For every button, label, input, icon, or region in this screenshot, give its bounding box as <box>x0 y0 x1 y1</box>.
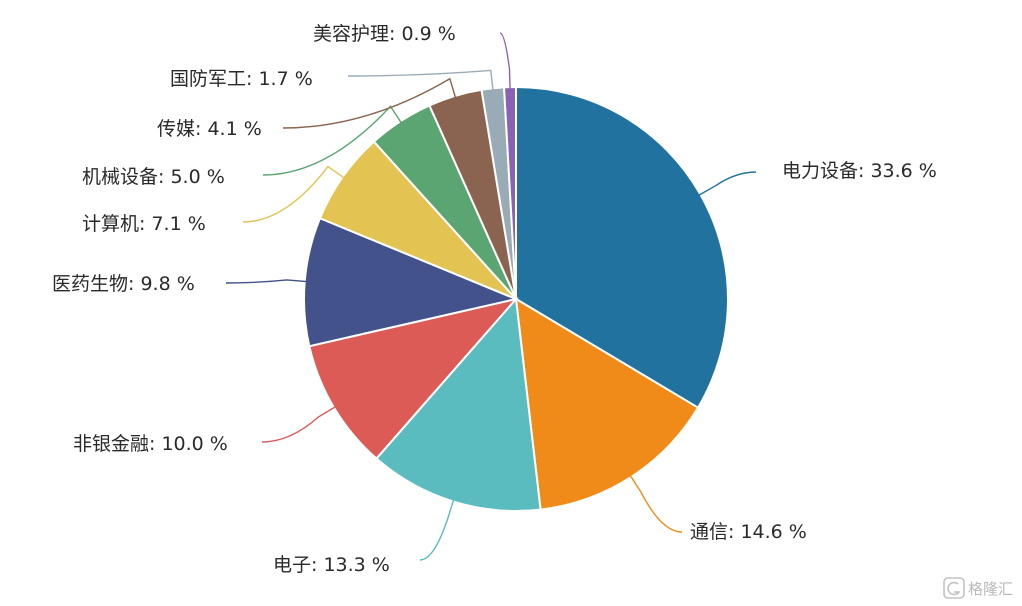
leader-line <box>347 69 494 91</box>
pie-slices <box>303 85 729 512</box>
slice-label: 机械设备: 5.0 % <box>82 166 225 188</box>
leader-line <box>419 499 455 561</box>
leader-line <box>282 77 457 129</box>
slice-label: 医药生物: 9.8 % <box>52 273 195 295</box>
leader-line <box>499 32 511 90</box>
watermark-text: 格隆汇 <box>968 580 1013 598</box>
leader-line <box>262 105 402 176</box>
slice-label: 传媒: 4.1 % <box>157 118 262 140</box>
g-logo-icon <box>943 577 965 599</box>
slice-label: 计算机: 7.1 % <box>82 213 206 235</box>
slice-label: 非银金融: 10.0 % <box>73 433 228 455</box>
slice-label: 电力设备: 33.6 % <box>782 160 937 182</box>
slice-label: 通信: 14.6 % <box>690 521 807 543</box>
leader-line <box>261 406 337 443</box>
leader-line <box>698 171 757 196</box>
slice-label: 电子: 13.3 % <box>273 554 390 576</box>
slice-labels: 电力设备: 33.6 % 通信: 14.6 % 电子: 13.3 % 非银金融: 10… <box>52 23 937 576</box>
watermark: 格隆汇 <box>943 577 1013 599</box>
leader-lines <box>225 32 757 561</box>
slice-label: 美容护理: 0.9 % <box>313 23 456 45</box>
leader-line <box>629 474 683 533</box>
leader-line <box>242 165 345 223</box>
slice-label: 国防军工: 1.7 % <box>170 68 313 90</box>
leader-line <box>225 279 307 284</box>
g-logo-glyph <box>947 581 961 596</box>
